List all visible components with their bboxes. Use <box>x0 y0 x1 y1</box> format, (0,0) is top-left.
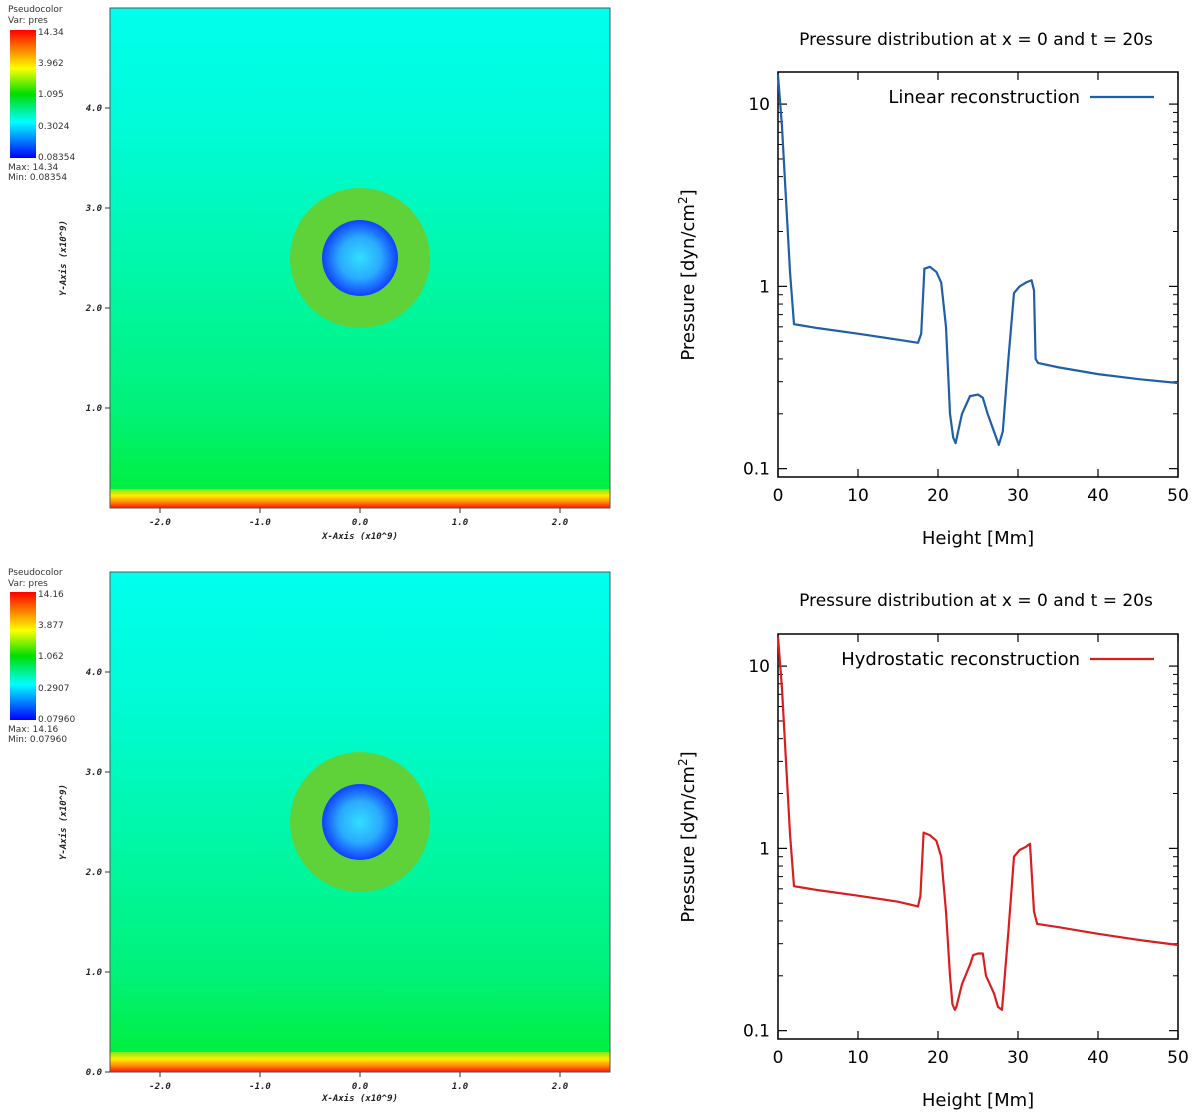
y-axis-label: Y-Axis (x10^9) <box>58 220 69 296</box>
x-tick-label: 30 <box>1007 486 1029 506</box>
y-tick-label: 1 <box>759 839 770 859</box>
legend-min: Min: 0.08354 <box>8 173 67 183</box>
x-tick-label: 2.0 <box>551 1082 569 1092</box>
series-line <box>776 74 1179 446</box>
base-high-pressure-band <box>110 1052 610 1072</box>
chart-xlabel: Height [Mm] <box>922 1090 1034 1111</box>
colorbar-tick: 3.877 <box>38 621 64 631</box>
x-tick-label: 30 <box>1007 1048 1029 1068</box>
y-tick-label: 3.0 <box>85 204 103 214</box>
x-axis-label: X-Axis (x10^9) <box>321 1093 398 1104</box>
chart-xlabel: Height [Mm] <box>922 528 1034 549</box>
chart-series <box>776 636 1179 1011</box>
chart-legend: Hydrostatic reconstruction <box>841 649 1154 670</box>
chart-ylabel: Pressure [dyn/cm2] <box>676 189 699 360</box>
series-line <box>776 636 1179 1011</box>
x-tick-label: 0.0 <box>352 518 369 528</box>
pressure-chart-hydrostatic: Pressure distribution at x = 0 and t = 2… <box>676 591 1189 1111</box>
low-pressure-bubble <box>322 220 398 296</box>
x-tick-label: 2.0 <box>551 518 569 528</box>
legend-label: Linear reconstruction <box>888 87 1080 108</box>
y-tick-label: 2.0 <box>85 868 103 878</box>
x-tick-label: 1.0 <box>452 518 469 528</box>
y-tick-label: 10 <box>748 95 770 115</box>
y-tick-label: 0.1 <box>743 460 770 480</box>
pressure-chart-linear: Pressure distribution at x = 0 and t = 2… <box>676 30 1189 549</box>
y-axis-ticks: 1.0 2.0 3.0 4.0 <box>85 104 110 414</box>
x-axis-ticks: -2.0 -1.0 0.0 1.0 2.0 <box>149 508 569 528</box>
x-tick-label: -2.0 <box>149 518 171 528</box>
chart-series <box>776 74 1179 446</box>
colorbar-tick: 14.34 <box>38 28 64 38</box>
chart-frame <box>777 71 1179 478</box>
colorbar-tick: 14.16 <box>38 590 64 600</box>
legend-var: Var: pres <box>8 579 48 589</box>
y-tick-label: 3.0 <box>85 768 103 778</box>
legend-title: Pseudocolor <box>8 5 63 15</box>
colorbar-tick: 0.3024 <box>38 122 70 132</box>
chart-ylabel: Pressure [dyn/cm2] <box>676 751 699 922</box>
colorbar-tick: 0.2907 <box>38 684 70 694</box>
x-tick-label: 1.0 <box>452 1082 469 1092</box>
x-tick-label: 20 <box>927 1048 949 1068</box>
x-tick-label: -1.0 <box>249 1082 271 1092</box>
x-tick-label: -2.0 <box>149 1082 171 1092</box>
colorbar <box>10 592 36 720</box>
legend-var: Var: pres <box>8 16 48 26</box>
x-tick-label: 40 <box>1087 486 1109 506</box>
chart-title: Pressure distribution at x = 0 and t = 2… <box>799 591 1153 611</box>
y-tick-label: 0.1 <box>743 1022 770 1042</box>
x-tick-label: -1.0 <box>249 518 271 528</box>
chart-axes: 0 10 20 30 40 50 0.1 1 10 <box>743 634 1189 1068</box>
y-tick-label: 4.0 <box>86 668 103 678</box>
colorbar-legend: Pseudocolor Var: pres 14.16 3.877 1.062 … <box>8 568 75 745</box>
x-tick-label: 40 <box>1087 1048 1109 1068</box>
low-pressure-bubble <box>322 784 398 860</box>
colorbar-tick: 1.095 <box>38 90 64 100</box>
y-tick-label: 1.0 <box>86 968 103 978</box>
pseudocolor-plot-bottom: Pseudocolor Var: pres 14.16 3.877 1.062 … <box>8 568 611 1104</box>
x-axis-ticks: -2.0 -1.0 0.0 1.0 2.0 <box>149 1072 569 1092</box>
colorbar-tick: 0.07960 <box>38 715 75 725</box>
y-tick-label: 1.0 <box>86 404 103 414</box>
legend-label: Hydrostatic reconstruction <box>841 649 1080 670</box>
x-tick-label: 50 <box>1167 486 1189 506</box>
legend-max: Max: 14.16 <box>8 725 59 735</box>
colorbar-legend: Pseudocolor Var: pres 14.34 3.962 1.095 … <box>8 5 75 183</box>
y-axis-ticks: 0.0 1.0 2.0 3.0 4.0 <box>85 668 110 1078</box>
chart-axes: 0 10 20 30 40 50 0.1 1 10 <box>743 72 1189 506</box>
legend-title: Pseudocolor <box>8 568 63 578</box>
colorbar <box>10 30 36 158</box>
y-tick-label: 10 <box>748 657 770 677</box>
base-high-pressure-band <box>110 489 610 508</box>
colorbar-tick: 3.962 <box>38 59 64 69</box>
x-tick-label: 10 <box>847 1048 869 1068</box>
x-tick-label: 50 <box>1167 1048 1189 1068</box>
y-tick-label: 1 <box>759 277 770 297</box>
y-tick-label: 4.0 <box>86 104 103 114</box>
chart-title: Pressure distribution at x = 0 and t = 2… <box>799 30 1153 50</box>
colorbar-tick: 1.062 <box>38 652 64 662</box>
colorbar-tick: 0.08354 <box>38 153 75 163</box>
pseudocolor-plot-top: Pseudocolor Var: pres 14.34 3.962 1.095 … <box>8 5 611 542</box>
chart-legend: Linear reconstruction <box>888 87 1154 108</box>
x-tick-label: 0 <box>773 486 784 506</box>
chart-frame <box>777 633 1179 1040</box>
x-tick-label: 0.0 <box>352 1082 369 1092</box>
y-tick-label: 2.0 <box>85 304 103 314</box>
x-tick-label: 20 <box>927 486 949 506</box>
x-tick-label: 10 <box>847 486 869 506</box>
x-axis-label: X-Axis (x10^9) <box>321 531 398 542</box>
x-tick-label: 0 <box>773 1048 784 1068</box>
y-tick-label: 0.0 <box>86 1068 103 1078</box>
y-axis-label: Y-Axis (x10^9) <box>58 784 69 860</box>
legend-min: Min: 0.07960 <box>8 735 67 745</box>
legend-max: Max: 14.34 <box>8 163 59 173</box>
